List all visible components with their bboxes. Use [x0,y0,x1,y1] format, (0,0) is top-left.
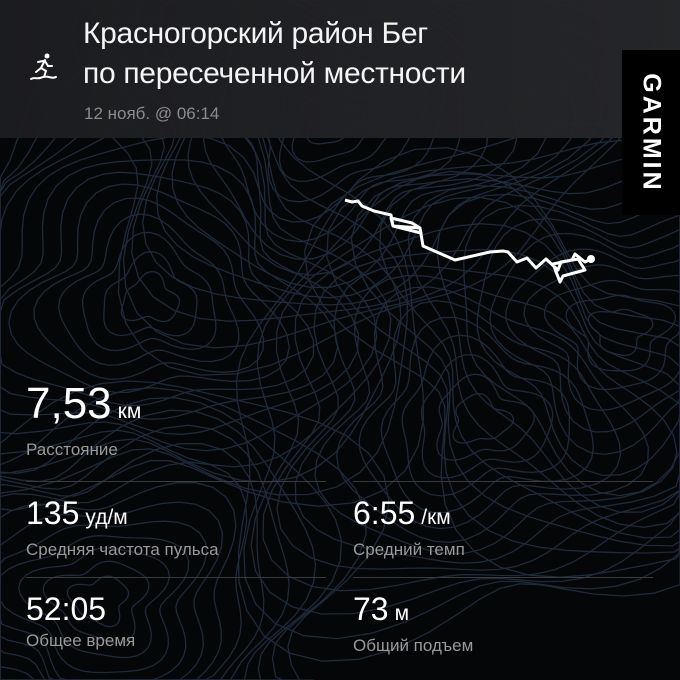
contour-line [18,547,170,659]
stat-heart-rate: 135 уд/м Средняя частота пульса [26,495,219,559]
contour-line [350,154,680,547]
contour-line [379,167,680,539]
route-path [344,198,592,284]
stat-pace: 6:55/км Средний темп [353,495,465,559]
contour-line [380,316,594,514]
activity-title: Красногорский район Бег по пересеченной м… [83,17,466,90]
contour-line [303,123,680,578]
contour-line [407,180,680,528]
contour-line [250,196,680,615]
contour-line [401,334,571,497]
contour-line [336,286,649,543]
contour-line [463,204,680,497]
contour-line [420,354,554,479]
contour-line [452,392,515,444]
contour-line [0,535,190,674]
contour-line [243,170,680,640]
contour-line [523,264,680,412]
divider [353,577,653,578]
contour-line [0,501,224,680]
contour-line [66,575,130,628]
contour-line [505,248,680,433]
contour-line [436,193,680,513]
contour-line [543,279,680,391]
contour-line [33,197,265,380]
contour-line [235,147,680,662]
contour-line [314,274,678,555]
contour-line [0,380,390,680]
contour-line [0,461,248,680]
route-end-marker [587,255,595,263]
contour-line [436,373,535,461]
contour-line [294,265,680,564]
contour-line [103,251,198,337]
contour-line [587,308,654,357]
divider [353,481,653,482]
trail-run-icon [30,53,57,80]
activity-date: 12 нояб. @ 06:14 [84,104,220,123]
contour-line [8,183,290,394]
garmin-logo: GARMIN [622,50,680,215]
contour-line [276,249,680,571]
contour-line [0,520,208,680]
contour-line [262,223,680,592]
contour-line [0,387,367,680]
contour-line [489,232,680,456]
contour-line [120,270,181,323]
contour-line [326,139,680,554]
contour-line [81,231,217,352]
stat-distance: 7,53 км Расстояние [26,379,142,460]
stat-ascent: 73 м Общий подъем [353,591,474,655]
stat-time: 52:05 Общее время [26,591,136,650]
contour-line [0,482,237,680]
divider [26,481,326,482]
contour-line [58,213,240,366]
contour-line [476,217,680,477]
contour-line [42,560,150,644]
contour-line [0,158,339,420]
contour-line [0,171,315,407]
contour-line [0,397,343,680]
contour-line [0,424,290,680]
contour-line [0,442,265,680]
divider [26,577,326,578]
contour-line [0,409,317,680]
header-banner [0,0,680,138]
contour-line [565,294,677,372]
